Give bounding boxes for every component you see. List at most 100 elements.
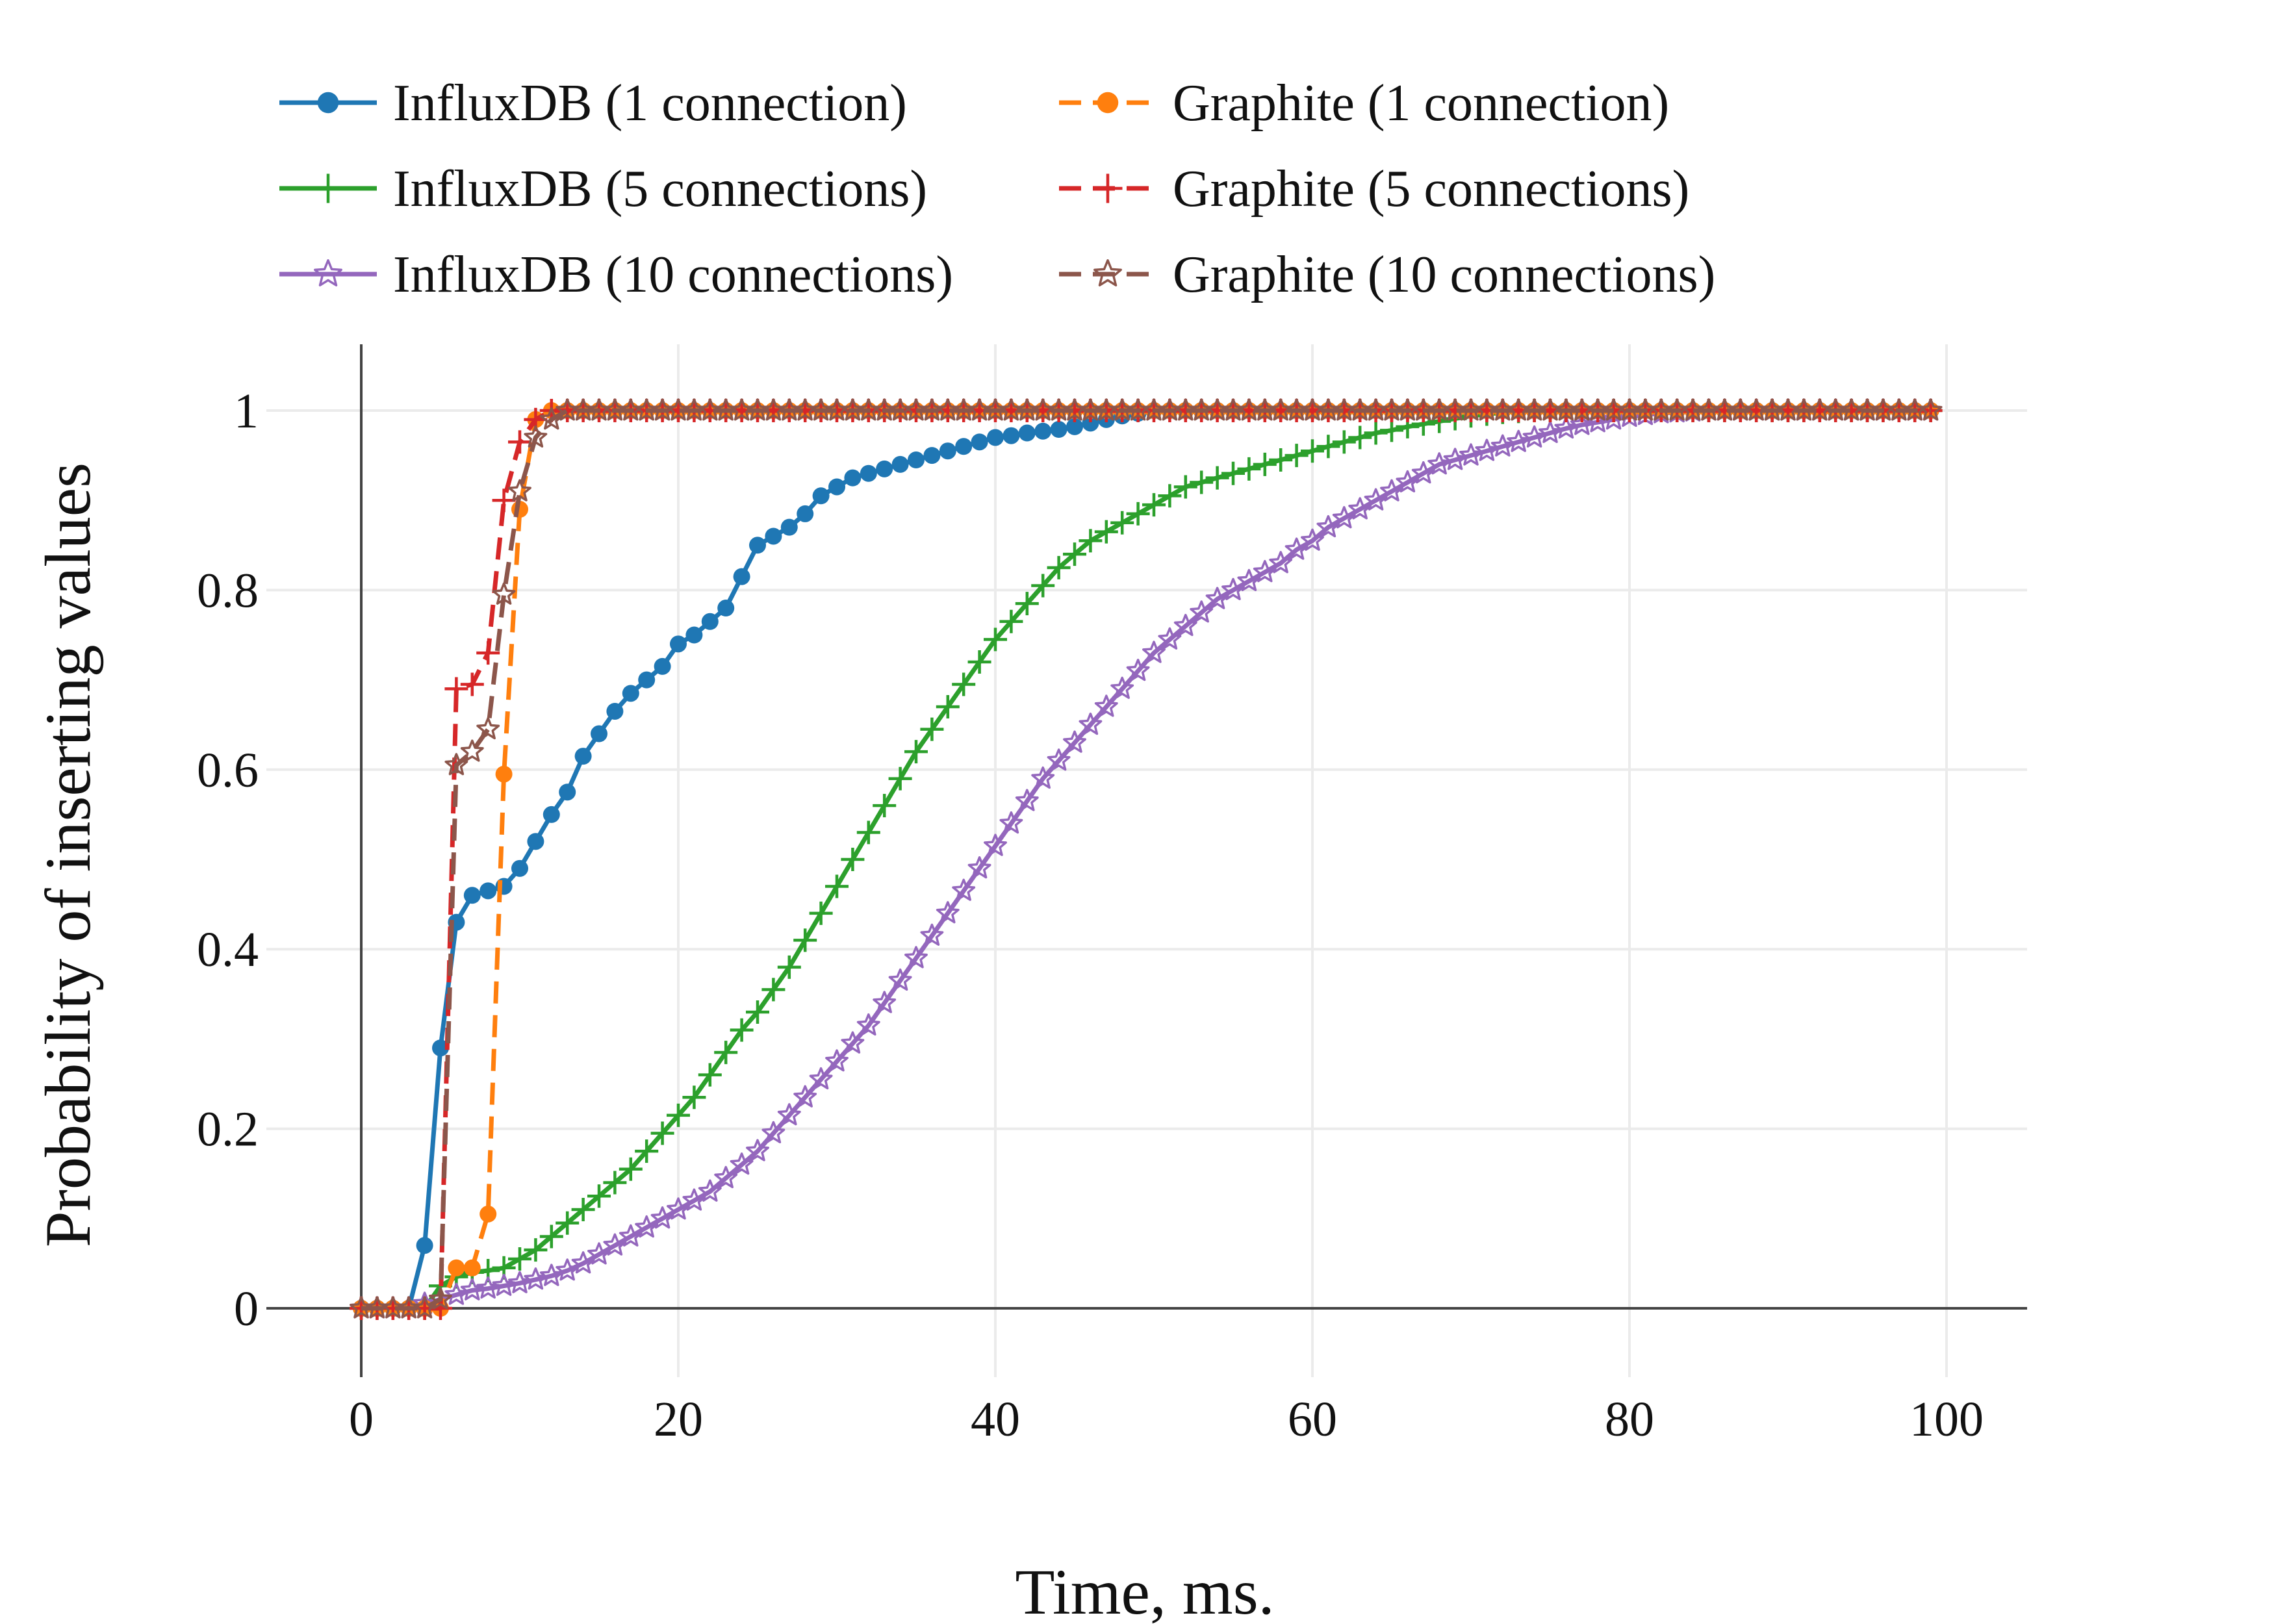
data-point [939, 442, 956, 460]
data-point [524, 1238, 548, 1262]
data-point [920, 923, 944, 946]
data-point [527, 833, 544, 850]
data-point [1015, 592, 1039, 616]
data-point [793, 1085, 817, 1108]
data-point [1018, 424, 1036, 442]
data-point [825, 874, 849, 898]
data-point [1269, 448, 1293, 472]
data-point [463, 887, 481, 904]
legend-label: InfluxDB (1 connection) [393, 75, 907, 132]
data-point [1015, 789, 1039, 811]
data-point [650, 1206, 674, 1229]
series-line [361, 408, 1931, 1311]
data-point [733, 568, 750, 585]
legend-item: InfluxDB (10 connections) [279, 246, 953, 303]
data-point [682, 1085, 706, 1110]
data-point [1316, 514, 1340, 538]
data-point [619, 1157, 643, 1181]
data-point [1221, 577, 1245, 600]
data-point [543, 806, 560, 823]
data-point [587, 1242, 611, 1265]
data-point [667, 1197, 690, 1220]
series-1 [353, 402, 1939, 1317]
data-point [476, 717, 500, 740]
x-tick-label: 60 [1288, 1392, 1337, 1447]
data-point [571, 1251, 595, 1274]
data-point [1031, 766, 1055, 789]
data-point [873, 991, 897, 1013]
legend-marker [313, 173, 343, 203]
data-point [1094, 520, 1118, 544]
data-point [606, 702, 624, 720]
data-point [619, 1224, 643, 1247]
data-point [622, 685, 639, 702]
series-6 [350, 398, 1943, 1319]
data-point [761, 1121, 786, 1144]
data-point [780, 518, 798, 536]
data-point [856, 1013, 880, 1036]
data-point [556, 1211, 580, 1235]
data-point [492, 582, 516, 605]
data-point [1475, 438, 1499, 461]
data-point [904, 740, 928, 764]
data-point [908, 451, 925, 469]
data-point [492, 488, 516, 513]
series-line [361, 408, 1931, 1311]
data-point [984, 833, 1007, 856]
data-point [1396, 470, 1420, 493]
data-point [1003, 427, 1020, 444]
data-point [444, 677, 468, 701]
data-point [1094, 694, 1118, 717]
series-4 [353, 402, 1939, 1317]
data-point [698, 1179, 722, 1202]
data-point [508, 1247, 531, 1271]
data-point [809, 901, 833, 925]
data-point [1047, 555, 1071, 579]
series-3 [350, 398, 1943, 1319]
data-point [860, 464, 877, 482]
legend-marker [317, 92, 339, 114]
data-point [1126, 501, 1150, 526]
data-point [797, 505, 814, 522]
data-point [1380, 418, 1403, 442]
data-point [1110, 676, 1134, 699]
data-point [1110, 511, 1134, 535]
data-point [463, 1259, 481, 1276]
data-point [1190, 470, 1214, 494]
data-point [1205, 587, 1229, 609]
y-axis-title: Probability of inserting values [32, 463, 104, 1247]
data-point [999, 609, 1023, 633]
series-lines [350, 398, 1943, 1320]
data-point [1364, 488, 1388, 511]
data-point [1332, 506, 1356, 529]
series-line [361, 408, 1931, 1311]
x-tick-label: 100 [1910, 1392, 1984, 1447]
data-point [701, 613, 719, 630]
data-point [1253, 560, 1277, 583]
grid-lines [266, 344, 2027, 1377]
data-point [873, 794, 897, 818]
data-point [508, 430, 531, 454]
data-point [987, 429, 1004, 446]
legend-item: Graphite (10 connections) [1059, 246, 1715, 303]
data-point [1050, 421, 1067, 438]
legend-label: Graphite (5 connections) [1173, 160, 1689, 218]
legend-item: InfluxDB (5 connections) [279, 160, 927, 218]
data-point [1380, 479, 1403, 501]
data-point [603, 1171, 627, 1195]
data-point [952, 878, 976, 901]
data-point [479, 1205, 497, 1223]
axes [266, 344, 2027, 1377]
data-point [1507, 429, 1531, 452]
data-point [1301, 439, 1324, 463]
legend-label: Graphite (10 connections) [1173, 246, 1715, 303]
data-point [955, 438, 973, 455]
data-point [508, 479, 531, 501]
data-point [936, 695, 960, 719]
data-point [667, 1103, 690, 1127]
data-point [904, 946, 928, 969]
data-point [793, 928, 817, 952]
data-point [603, 1233, 627, 1256]
data-point [571, 1197, 595, 1221]
data-point [714, 1041, 738, 1065]
